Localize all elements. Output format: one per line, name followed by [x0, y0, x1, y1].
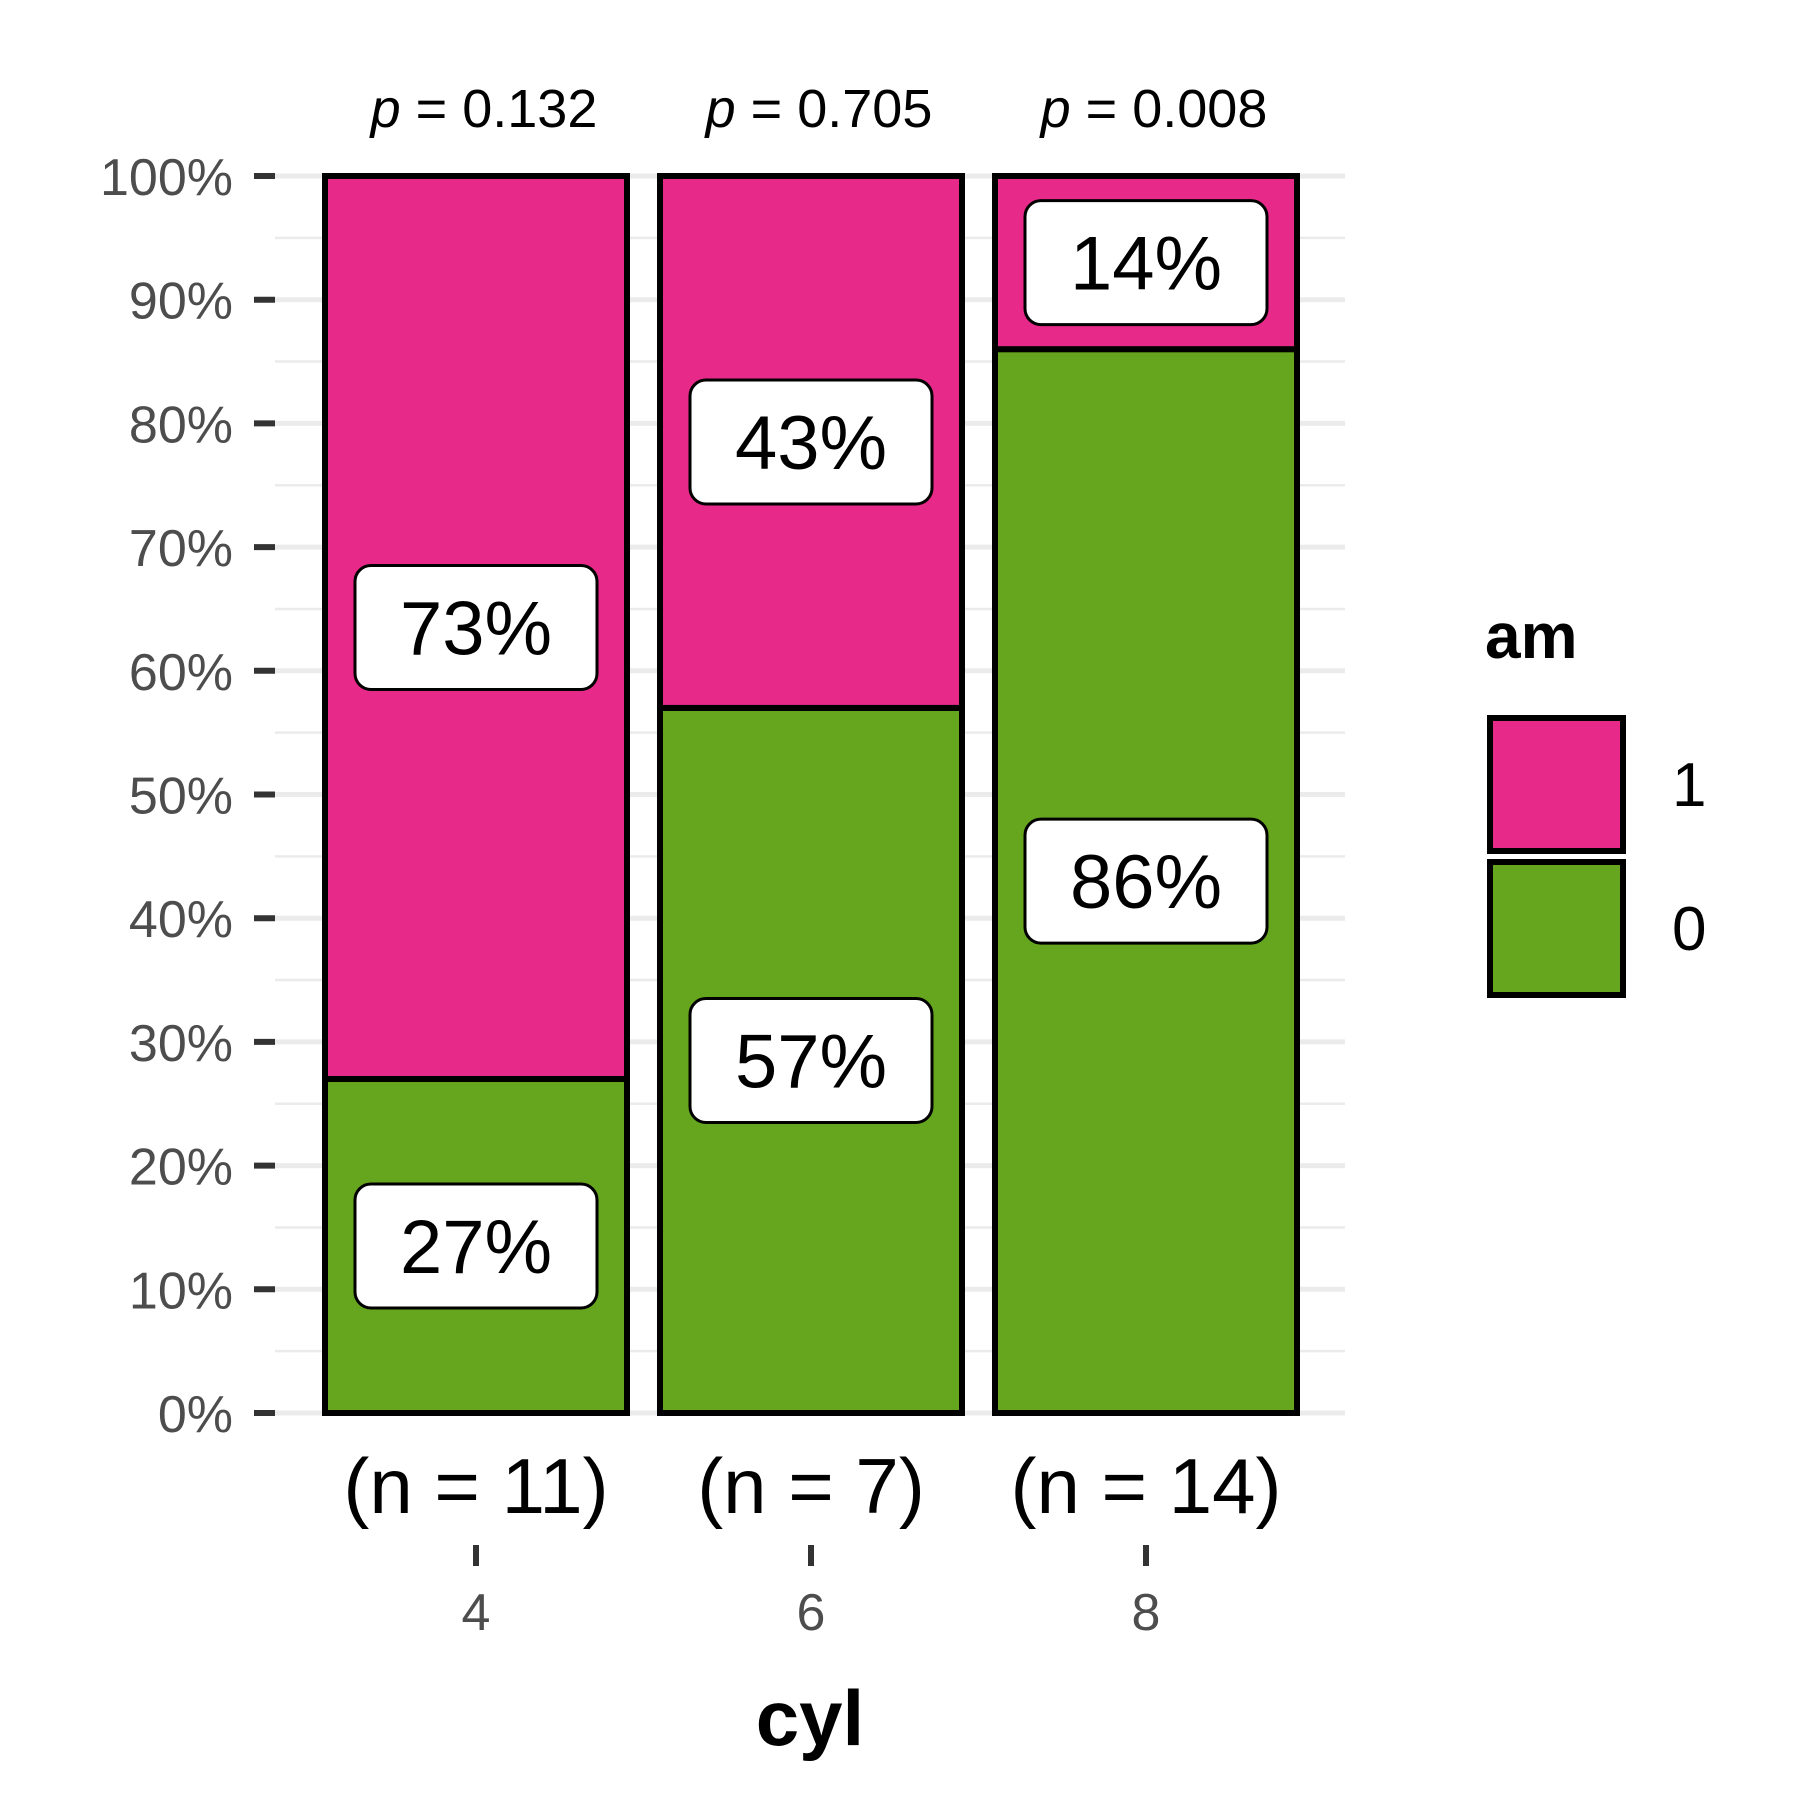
p-value-label: p = 0.705	[704, 79, 933, 139]
data-label-cyl-6-am-0: 57%	[688, 996, 934, 1124]
legend-label-am-1: 1	[1672, 751, 1706, 820]
data-label-text: 43%	[735, 401, 887, 486]
y-tick-label: 0%	[158, 1386, 233, 1444]
data-label-text: 27%	[400, 1205, 552, 1290]
y-tick-label: 60%	[129, 644, 233, 702]
sample-size-label: (n = 7)	[697, 1442, 925, 1530]
x-axis: (n = 11) 4 (n = 7) 6 (n = 14) 8	[343, 1442, 1281, 1642]
data-label-box	[353, 1182, 599, 1310]
legend-label-am-0: 0	[1672, 895, 1706, 964]
data-label-text: 86%	[1070, 840, 1222, 925]
legend-key-am-1	[1487, 715, 1626, 854]
sample-size-label: (n = 11)	[343, 1442, 608, 1530]
data-label-text: 73%	[400, 587, 552, 672]
sample-size-label: (n = 14)	[1011, 1442, 1282, 1530]
x-tick-label: 4	[462, 1584, 491, 1642]
data-label-cyl-8-am-0: 86%	[1023, 817, 1269, 945]
data-labels: 27% 73% 57% 43% 86% 14%	[353, 199, 1269, 1310]
y-tick-label: 40%	[129, 891, 233, 949]
x-tick-label: 8	[1132, 1584, 1161, 1642]
y-tick-label: 90%	[129, 273, 233, 331]
data-label-text: 14%	[1070, 222, 1222, 307]
legend-title: am	[1485, 600, 1578, 672]
data-label-cyl-8-am-1: 14%	[1023, 199, 1269, 327]
data-label-cyl-6-am-1: 43%	[688, 378, 934, 506]
data-label-text: 57%	[735, 1019, 887, 1104]
data-label-box	[688, 996, 934, 1124]
y-axis: 0% 10% 20% 30% 40% 50% 60% 70% 80% 90% 100%	[100, 149, 275, 1444]
p-value-label: p = 0.132	[369, 79, 598, 139]
x-axis-title: cyl	[756, 1674, 864, 1762]
data-label-cyl-4-am-1: 73%	[353, 564, 599, 692]
data-label-cyl-4-am-0: 27%	[353, 1182, 599, 1310]
data-label-box	[353, 564, 599, 692]
legend: am 1 0	[1485, 600, 1706, 998]
y-tick-label: 20%	[129, 1139, 233, 1197]
y-tick-label: 30%	[129, 1015, 233, 1073]
data-label-box	[1023, 199, 1269, 327]
legend-key-am-0	[1487, 859, 1626, 998]
y-tick-label: 80%	[129, 396, 233, 454]
y-tick-label: 10%	[129, 1262, 233, 1320]
p-value-labels: p = 0.132 p = 0.705 p = 0.008	[369, 79, 1268, 139]
x-tick-label: 6	[797, 1584, 826, 1642]
y-tick-label: 50%	[129, 768, 233, 826]
y-tick-label: 70%	[129, 520, 233, 578]
data-label-box	[688, 378, 934, 506]
data-label-box	[1023, 817, 1269, 945]
y-tick-label: 100%	[100, 149, 233, 207]
p-value-label: p = 0.008	[1039, 79, 1268, 139]
